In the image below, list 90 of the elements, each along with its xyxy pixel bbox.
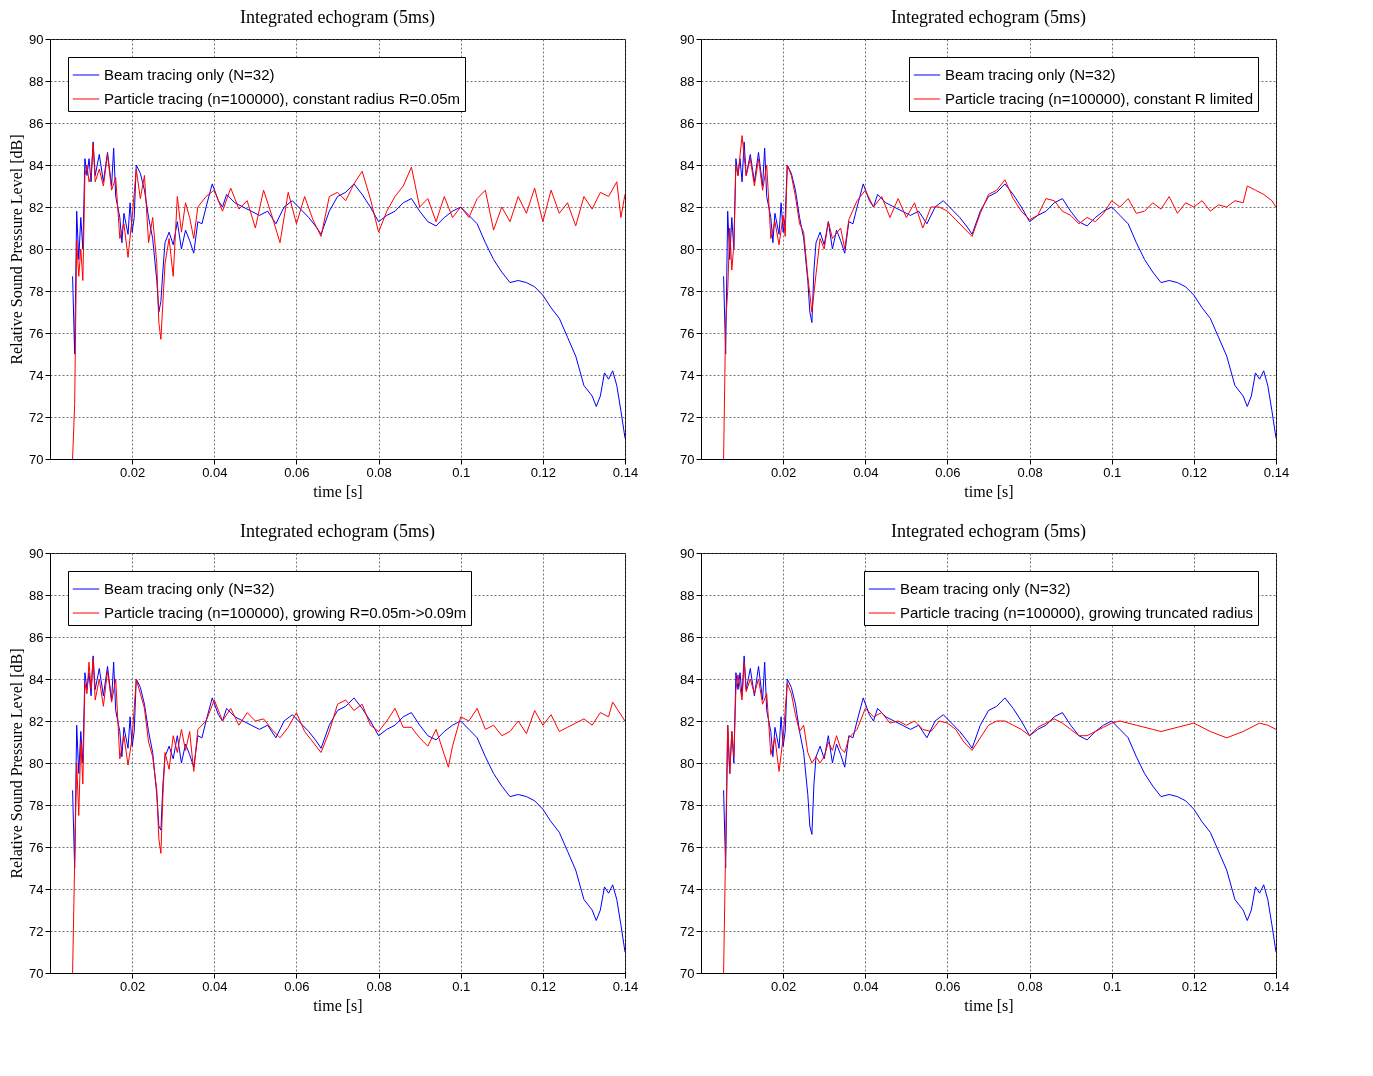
- y-tick-label: 78: [680, 283, 695, 299]
- x-tick-label: 0.1: [1103, 464, 1122, 480]
- chart-title: Integrated echogram (5ms): [891, 7, 1086, 28]
- y-tick-label: 76: [29, 325, 44, 341]
- x-tick-label: 0.06: [284, 978, 310, 994]
- x-tick-label: 0.02: [119, 464, 146, 480]
- y-tick-label: 88: [29, 587, 44, 603]
- y-tick-label: 72: [29, 409, 44, 425]
- x-tick-label: 0.08: [366, 978, 392, 994]
- x-tick-label: 0.04: [853, 978, 879, 994]
- y-tick-label: 76: [680, 839, 695, 855]
- x-tick-label: 0.12: [530, 978, 557, 994]
- y-tick-label: 70: [680, 965, 695, 981]
- legend-label: Particle tracing (n=100000), constant radius R=0.05m: [104, 90, 461, 107]
- y-tick-label: 74: [29, 367, 44, 383]
- legend-label: Beam tracing only (N=32): [900, 580, 1071, 597]
- x-tick-label: 0.02: [119, 978, 146, 994]
- y-tick-label: 72: [680, 409, 695, 425]
- y-tick-label: 82: [29, 713, 44, 729]
- x-tick-label: 0.14: [1263, 978, 1290, 994]
- y-tick-label: 90: [29, 545, 44, 561]
- chart-title: Integrated echogram (5ms): [240, 7, 435, 28]
- legend-label: Beam tracing only (N=32): [104, 66, 275, 83]
- x-tick-label: 0.12: [530, 464, 557, 480]
- x-tick-label: 0.14: [612, 978, 639, 994]
- y-tick-label: 90: [29, 31, 44, 47]
- x-tick-label: 0.08: [1017, 464, 1043, 480]
- chart-title: Integrated echogram (5ms): [891, 521, 1086, 542]
- y-axis-title: Relative Sound Pressure Level [dB]: [8, 648, 26, 879]
- y-tick-label: 70: [29, 965, 44, 981]
- y-tick-label: 76: [29, 839, 44, 855]
- x-tick-label: 0.1: [1103, 978, 1122, 994]
- x-tick-label: 0.02: [770, 978, 797, 994]
- legend-label: Beam tracing only (N=32): [945, 66, 1116, 83]
- x-axis-title: time [s]: [313, 482, 363, 500]
- y-tick-label: 80: [680, 241, 695, 257]
- y-tick-label: 84: [680, 157, 695, 173]
- y-tick-label: 90: [680, 545, 695, 561]
- x-axis-title: time [s]: [964, 482, 1014, 500]
- x-tick-label: 0.14: [612, 464, 639, 480]
- x-axis-title: time [s]: [313, 996, 363, 1014]
- y-tick-label: 90: [680, 31, 695, 47]
- y-tick-label: 86: [680, 115, 695, 131]
- x-tick-label: 0.02: [770, 464, 797, 480]
- legend-label: Beam tracing only (N=32): [104, 580, 275, 597]
- y-tick-label: 78: [680, 797, 695, 813]
- y-tick-label: 84: [29, 671, 44, 687]
- legend-label: Particle tracing (n=100000), growing truncated radius: [900, 604, 1254, 621]
- y-tick-label: 72: [680, 923, 695, 939]
- x-tick-label: 0.06: [935, 978, 961, 994]
- y-tick-label: 82: [680, 713, 695, 729]
- x-tick-label: 0.1: [452, 978, 471, 994]
- y-tick-label: 70: [680, 451, 695, 467]
- y-tick-label: 74: [680, 367, 695, 383]
- legend-label: Particle tracing (n=100000), constant R limited: [945, 90, 1254, 107]
- y-tick-label: 84: [29, 157, 44, 173]
- y-tick-label: 82: [29, 199, 44, 215]
- y-tick-label: 70: [29, 451, 44, 467]
- y-tick-label: 80: [680, 755, 695, 771]
- x-tick-label: 0.12: [1181, 978, 1208, 994]
- y-tick-label: 78: [29, 797, 44, 813]
- x-tick-label: 0.06: [284, 464, 310, 480]
- x-tick-label: 0.14: [1263, 464, 1290, 480]
- x-tick-label: 0.04: [202, 978, 228, 994]
- y-axis-title: Relative Sound Pressure Level [dB]: [8, 134, 26, 365]
- y-tick-label: 72: [29, 923, 44, 939]
- y-tick-label: 86: [29, 115, 44, 131]
- y-tick-label: 80: [29, 241, 44, 257]
- x-tick-label: 0.06: [935, 464, 961, 480]
- x-tick-label: 0.12: [1181, 464, 1208, 480]
- y-tick-label: 74: [29, 881, 44, 897]
- y-tick-label: 84: [680, 671, 695, 687]
- y-tick-label: 86: [680, 629, 695, 645]
- chart-title: Integrated echogram (5ms): [240, 521, 435, 542]
- y-tick-label: 80: [29, 755, 44, 771]
- y-tick-label: 88: [680, 73, 695, 89]
- y-tick-label: 76: [680, 325, 695, 341]
- x-tick-label: 0.04: [853, 464, 879, 480]
- x-tick-label: 0.08: [366, 464, 392, 480]
- y-tick-label: 78: [29, 283, 44, 299]
- x-tick-label: 0.1: [452, 464, 471, 480]
- y-tick-label: 88: [680, 587, 695, 603]
- y-tick-label: 88: [29, 73, 44, 89]
- y-tick-label: 82: [680, 199, 695, 215]
- y-tick-label: 74: [680, 881, 695, 897]
- legend-label: Particle tracing (n=100000), growing R=0.05m->0.09m: [104, 604, 467, 621]
- x-tick-label: 0.08: [1017, 978, 1043, 994]
- y-tick-label: 86: [29, 629, 44, 645]
- x-tick-label: 0.04: [202, 464, 228, 480]
- x-axis-title: time [s]: [964, 996, 1014, 1014]
